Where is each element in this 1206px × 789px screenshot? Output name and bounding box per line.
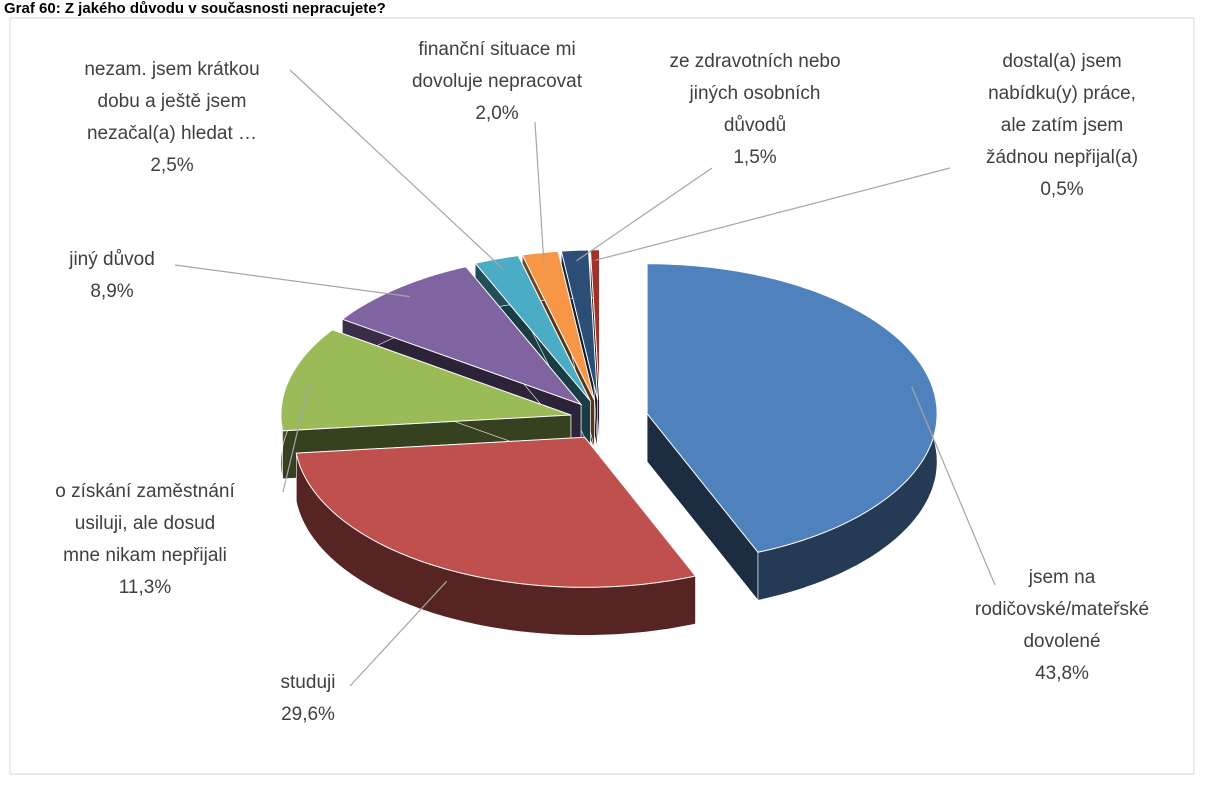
leader-line	[349, 580, 448, 687]
data-label-value: 2,5%	[150, 155, 193, 176]
leader-line	[595, 167, 951, 261]
data-label-value: 29,6%	[281, 704, 335, 725]
slice	[295, 436, 697, 636]
slice	[646, 263, 938, 602]
data-label-category: rodičovské/mateřské	[975, 599, 1149, 620]
leader-line	[534, 121, 545, 264]
data-label-category: nezam. jsem krátkou	[84, 59, 259, 80]
data-label-category: usiluji, ale dosud	[75, 513, 215, 534]
leader-line	[174, 264, 410, 298]
data-label-category: jsem na	[1028, 567, 1096, 588]
data-label-value: 0,5%	[1040, 179, 1083, 200]
slice-top	[560, 249, 599, 401]
data-label-category: jiný důvod	[68, 249, 155, 270]
slice-top	[295, 436, 697, 588]
slice-top	[341, 266, 583, 406]
chart-frame	[9, 17, 1195, 775]
pie	[280, 249, 938, 636]
data-label-category: ze zdravotních nebo	[669, 51, 840, 72]
leader-line	[282, 380, 311, 493]
data-label-category: nezačal(a) hledat …	[87, 123, 257, 144]
data-label-category: ale zatím jsem	[1001, 115, 1123, 136]
data-label-category: o získání zaměstnání	[55, 481, 235, 502]
slice-top	[646, 263, 938, 553]
data-label-value: 43,8%	[1035, 663, 1089, 684]
leader-line	[911, 386, 996, 586]
data-label-category: finanční situace mi	[418, 39, 575, 60]
slice-top	[280, 329, 572, 432]
leader-line	[576, 167, 713, 262]
data-label-category: jiných osobních	[689, 83, 821, 104]
data-label-value: 11,3%	[119, 577, 172, 598]
data-label-category: dobu a ještě jsem	[98, 91, 247, 112]
data-label-value: 1,5%	[733, 147, 776, 168]
data-label-category: důvodů	[724, 115, 786, 136]
data-label-category: dovolené	[1023, 631, 1100, 652]
data-label-value: 8,9%	[90, 281, 133, 302]
data-label-value: 2,0%	[475, 103, 518, 124]
data-label-category: nabídku(y) práce,	[988, 83, 1136, 104]
leader-line	[289, 69, 504, 270]
labels: jsem na rodičovské/mateřské dovolené 43,8% s…	[55, 39, 1149, 725]
data-label-category: dovoluje nepracovat	[412, 71, 583, 92]
slice-top	[474, 255, 591, 402]
chart-title: Graf 60: Z jakého důvodu v současnosti n…	[4, 0, 386, 17]
data-label-category: žádnou nepřijal(a)	[986, 147, 1138, 168]
data-label-category: studuji	[281, 672, 336, 693]
data-label-category: mne nikam nepřijali	[63, 545, 227, 566]
slice-top	[589, 249, 600, 400]
data-label-category: dostal(a) jsem	[1002, 51, 1121, 72]
slice-top	[521, 250, 595, 401]
